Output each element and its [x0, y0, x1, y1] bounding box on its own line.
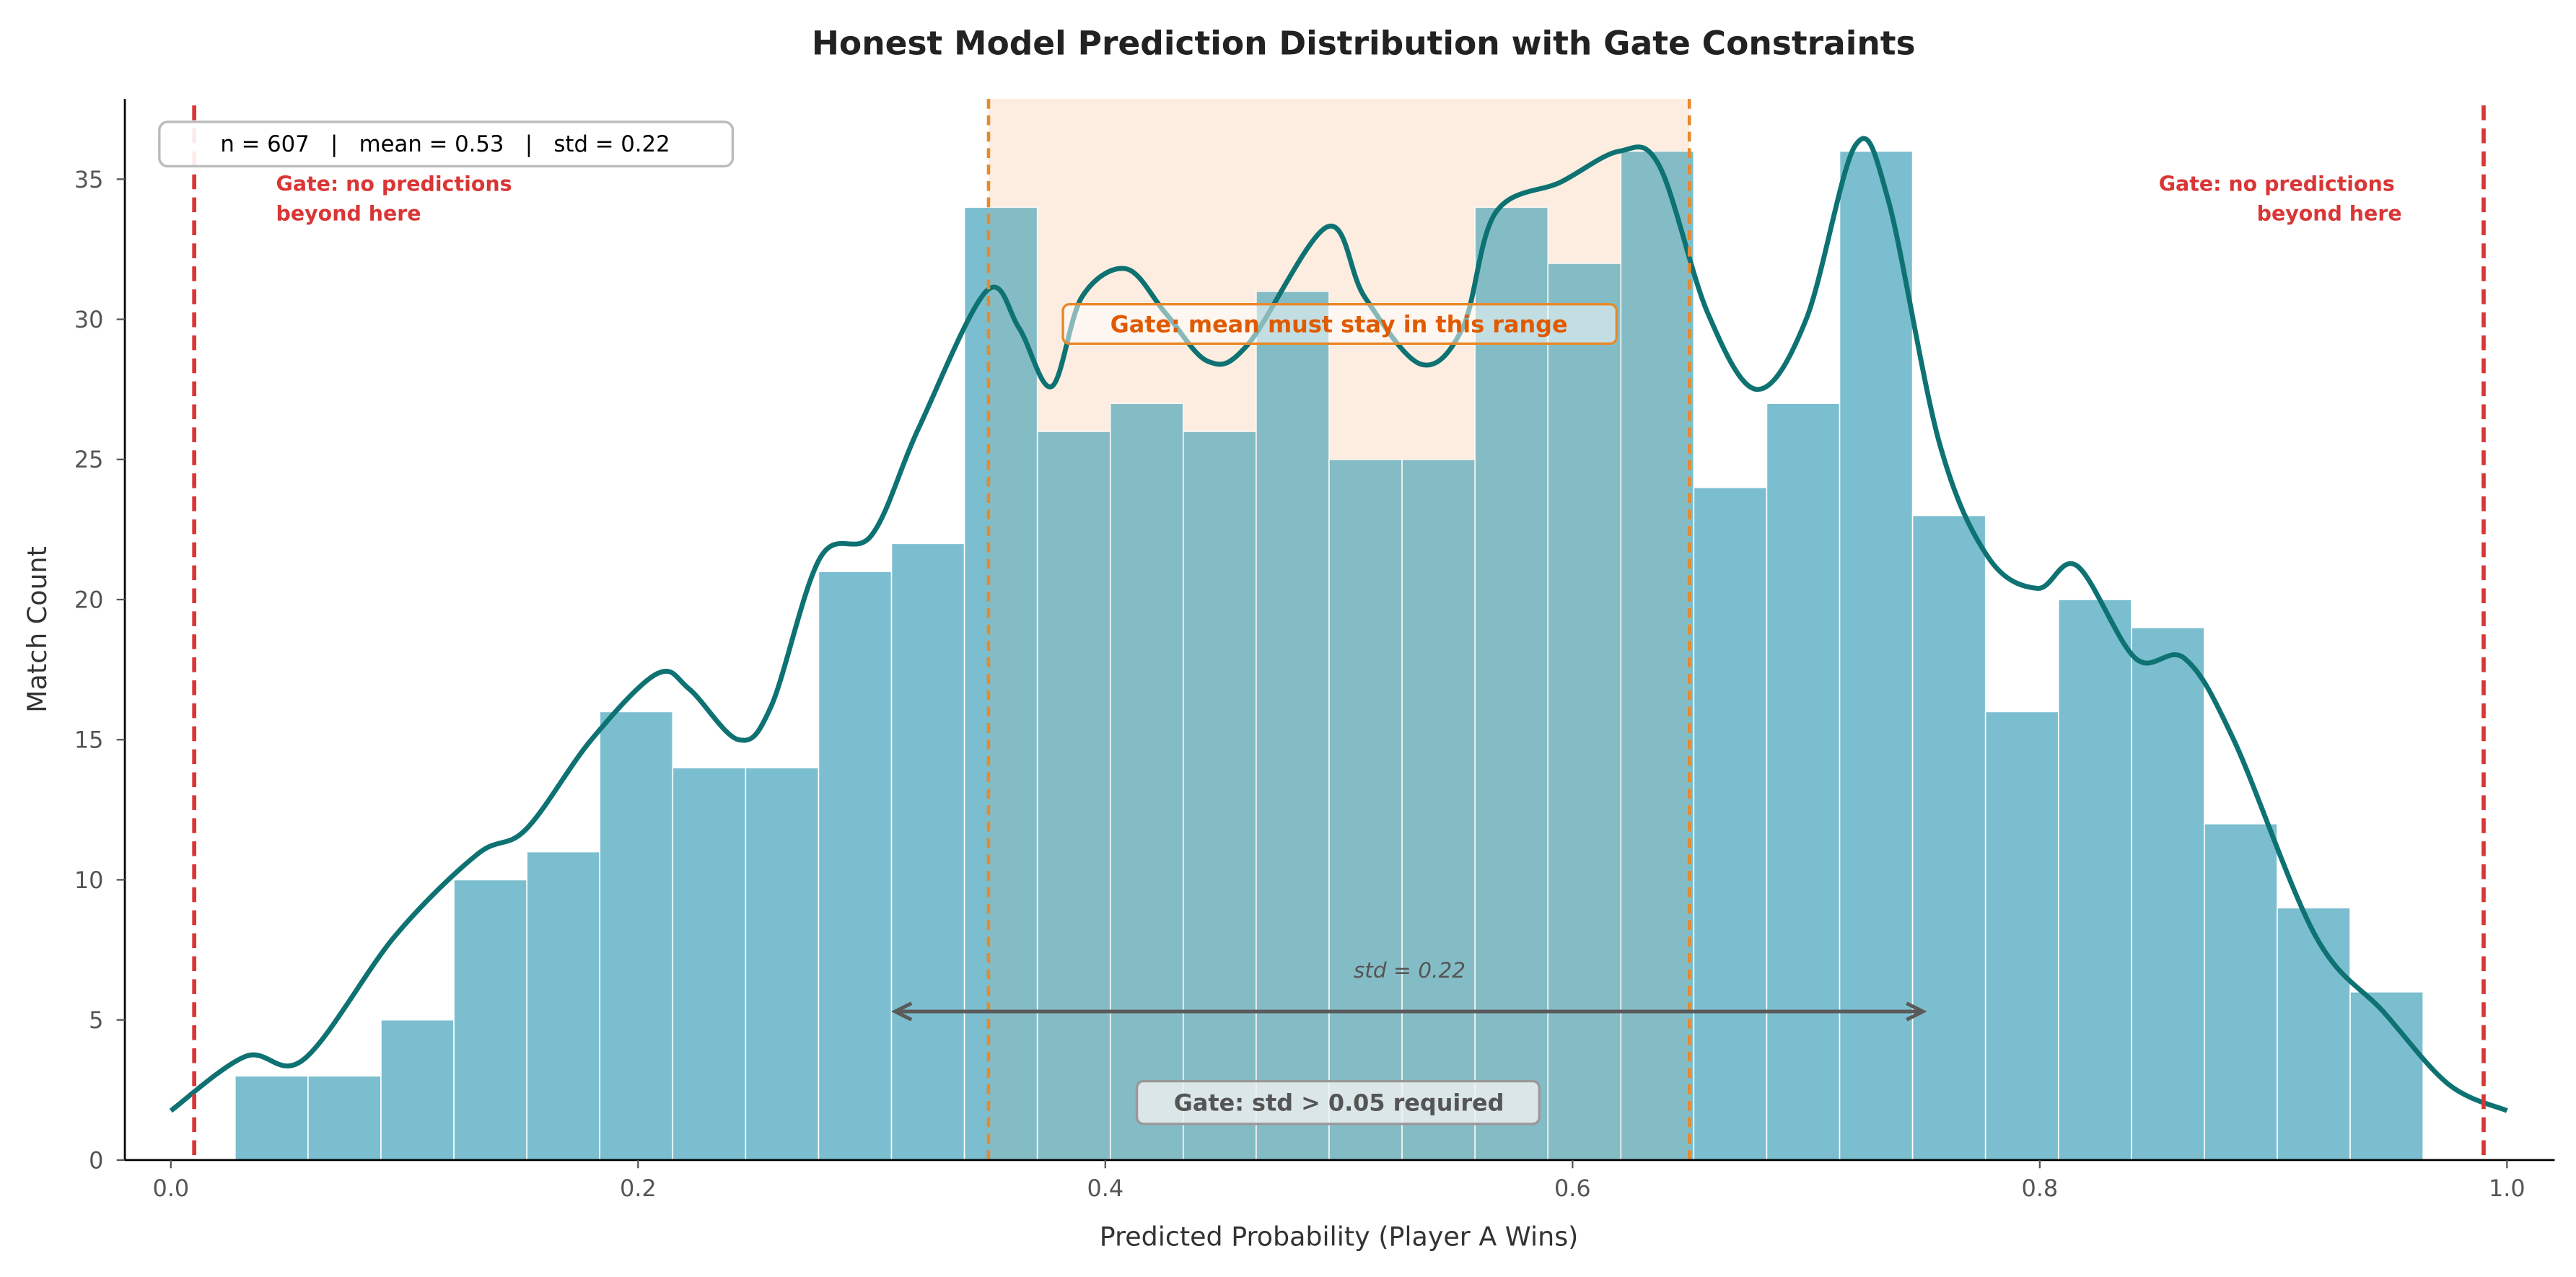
std-value-label: std = 0.22 [1354, 958, 1466, 983]
y-tick-label: 30 [74, 306, 104, 333]
histogram-bar [453, 879, 527, 1161]
y-tick-label: 10 [74, 866, 104, 894]
mean-gate-label-box [1061, 302, 1618, 346]
histogram-bar [1693, 486, 1768, 1161]
y-tick-label: 35 [74, 166, 104, 193]
histogram-bar [1766, 403, 1841, 1161]
y-tick-label: 5 [89, 1006, 103, 1034]
histogram-bar [2131, 627, 2205, 1161]
histogram-bar [2277, 907, 2351, 1161]
left-hard-gate-label: Gate: no predictions beyond here [276, 172, 520, 226]
x-tick-label: 0.2 [620, 1175, 657, 1202]
mean-gate-label: Gate: mean must stay in this range [1110, 310, 1568, 338]
histogram-bar [1474, 206, 1549, 1161]
histogram-bar [1620, 150, 1695, 1161]
histogram-bar [745, 767, 820, 1161]
y-tick-label: 20 [74, 586, 104, 613]
histogram-bar [890, 543, 965, 1161]
kde-curve [169, 136, 2508, 1113]
histogram-bar [672, 767, 747, 1161]
stats-box [158, 120, 735, 168]
x-tick-label: 0.6 [1554, 1175, 1591, 1202]
histogram-bar [599, 711, 674, 1161]
histogram-bar [380, 1019, 455, 1161]
histogram-bar [2057, 599, 2132, 1161]
histogram-bar [1911, 514, 1986, 1161]
y-tick-label: 25 [74, 446, 104, 473]
histogram-bar [307, 1075, 382, 1161]
y-axis-label: Match Count [22, 546, 53, 713]
mean-range-band-overlay [988, 99, 1690, 1160]
stats-text: n = 607 | mean = 0.53 | std = 0.22 [220, 131, 670, 157]
histogram-bar [1984, 711, 2059, 1161]
histogram-bar [818, 571, 893, 1161]
y-tick-label: 15 [74, 727, 104, 754]
x-tick-label: 1.0 [2489, 1175, 2525, 1202]
histogram-bar [526, 851, 601, 1161]
std-arrow-left-head [890, 1001, 913, 1022]
histogram-bar [1109, 403, 1184, 1161]
x-tick-label: 0.4 [1087, 1175, 1123, 1202]
histogram-bar [1183, 431, 1257, 1161]
std-gate-label-box [1135, 1079, 1541, 1125]
std-gate-label: Gate: std > 0.05 required [1174, 1089, 1504, 1117]
histogram-bar [1839, 150, 1914, 1161]
x-tick-label: 0.0 [152, 1175, 189, 1202]
x-tick-label: 0.8 [2022, 1175, 2059, 1202]
histogram-bar [963, 206, 1038, 1161]
histogram-bar [1036, 431, 1111, 1161]
histogram-bar [235, 1075, 309, 1161]
x-axis-label: Predicted Probability (Player A Wins) [1100, 1221, 1579, 1252]
y-tick-label: 0 [89, 1146, 103, 1174]
histogram-bar [2204, 822, 2278, 1161]
right-hard-gate-label: Gate: no predictions beyond here [2159, 172, 2402, 226]
chart-title: Honest Model Prediction Distribution wit… [812, 25, 1916, 63]
histogram-bar [1401, 459, 1476, 1161]
std-arrow-right-head [1906, 1001, 1927, 1022]
